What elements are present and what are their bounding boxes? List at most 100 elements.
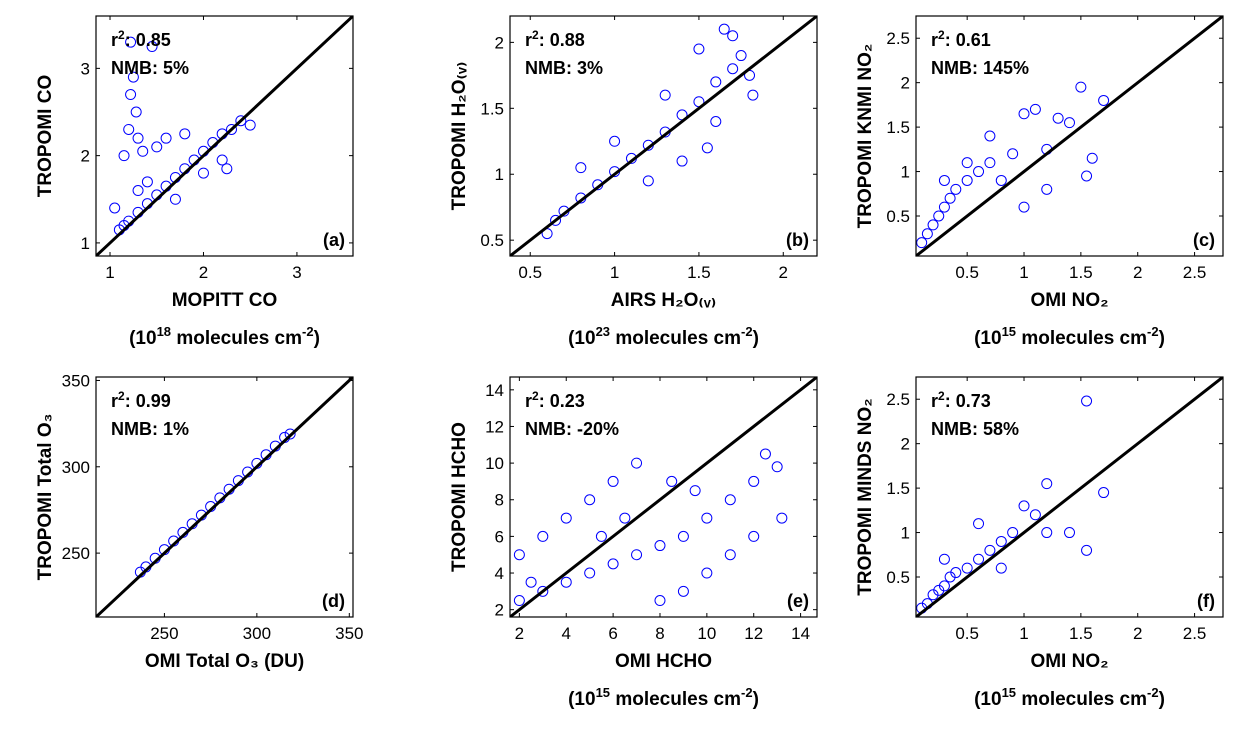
data-point — [235, 115, 247, 127]
x-tick-label: 4 — [562, 624, 571, 643]
data-point — [1086, 152, 1098, 164]
data-point — [995, 535, 1007, 547]
x-tick-label: 8 — [655, 624, 664, 643]
axes-box — [95, 376, 354, 618]
data-point — [771, 461, 783, 473]
y-tick-label: 10 — [485, 454, 504, 473]
x-tick-label: 2 — [1133, 624, 1142, 643]
data-point — [689, 485, 701, 497]
axes-box — [509, 376, 818, 618]
data-point — [1018, 108, 1030, 120]
x-tick-label: 1 — [1019, 263, 1028, 282]
data-point — [1081, 544, 1093, 556]
x-tick-label: 14 — [791, 624, 810, 643]
chart-panel-f: 0.5 1 1.5 2 2.5 0.5 1 1.5 2 2.5 r2: 0.73 NMB: 58% (f… — [855, 376, 1224, 710]
y-tick-label: 1.5 — [886, 118, 910, 137]
scatter-points — [916, 395, 1110, 614]
data-point — [216, 154, 228, 166]
data-point — [179, 128, 191, 140]
data-point — [146, 41, 158, 53]
nmb-annotation: NMB: 1% — [111, 419, 189, 439]
data-point — [961, 562, 973, 574]
y-tick-label: 4 — [495, 564, 504, 583]
data-point — [676, 155, 688, 167]
data-point — [513, 595, 525, 607]
data-point — [916, 237, 928, 249]
data-point — [560, 512, 572, 524]
y-tick-label: 250 — [62, 544, 90, 563]
chart-panel-a: 1 2 3 1 2 3 r2: 0.85 NMB: 5% (a) MOPITT CO (1018 m… — [35, 15, 354, 349]
x-tick-label: 2 — [515, 624, 524, 643]
axes-box — [95, 15, 354, 257]
data-point — [921, 228, 933, 240]
x-tick-label: 2 — [1133, 263, 1142, 282]
data-point — [995, 174, 1007, 186]
data-point — [666, 475, 678, 487]
data-point — [137, 145, 149, 157]
axes-box — [915, 376, 1224, 618]
x-tick-label: 6 — [608, 624, 617, 643]
x-tick-label: 250 — [150, 624, 178, 643]
data-point — [132, 132, 144, 144]
data-point — [575, 162, 587, 174]
y-tick-label: 2 — [495, 33, 504, 52]
y-tick-label: 2 — [495, 601, 504, 620]
x-axis-label: OMI Total O₃ (DU) — [145, 651, 304, 672]
one-to-one-line — [916, 16, 1223, 256]
x-tick-label: 1 — [1019, 624, 1028, 643]
y-tick-label: 0.5 — [886, 568, 910, 587]
x-tick-label: 3 — [292, 263, 301, 282]
y-axis-label: TROPOMI H₂O₍ᵥ₎ — [449, 62, 470, 211]
data-point — [132, 185, 144, 197]
data-point — [938, 201, 950, 213]
one-to-one-line — [510, 377, 817, 617]
nmb-annotation: NMB: 3% — [525, 58, 603, 78]
data-point — [1041, 527, 1053, 539]
data-point — [525, 576, 537, 588]
data-point — [933, 210, 945, 222]
scatter-points — [134, 428, 296, 578]
data-point — [1029, 509, 1041, 521]
chart-panel-c: 0.5 1 1.5 2 2.5 0.5 1 1.5 2 2.5 r2: 0.61 NMB: 145% (… — [855, 15, 1224, 349]
data-point — [221, 163, 233, 175]
x-axis-label: OMI HCHO — [615, 651, 712, 672]
data-point — [701, 512, 713, 524]
y-axis-label: TROPOMI KNMI NO₂ — [855, 44, 876, 229]
data-point — [631, 457, 643, 469]
data-point — [710, 115, 722, 127]
data-point — [938, 580, 950, 592]
nmb-annotation: NMB: 145% — [931, 58, 1029, 78]
y-tick-label: 14 — [485, 381, 504, 400]
y-tick-label: 3 — [81, 59, 90, 78]
data-point — [642, 175, 654, 187]
data-point — [109, 202, 121, 214]
data-point — [1041, 478, 1053, 490]
panel-label: (f) — [1197, 591, 1215, 611]
chart-panel-d: 250 300 350 250 300 350 r2: 0.99 NMB: 1% (d) OMI … — [35, 371, 363, 672]
data-point — [735, 50, 747, 62]
data-point — [1081, 170, 1093, 182]
data-point — [927, 219, 939, 231]
panel-label: (e) — [787, 591, 809, 611]
y-tick-label: 0.5 — [480, 231, 504, 250]
y-axis-label: TROPOMI CO — [35, 75, 56, 197]
x-tick-label: 2.5 — [1183, 624, 1207, 643]
scatter-points — [513, 448, 788, 607]
x-axis-units: (1015 molecules cm-2) — [974, 324, 1165, 349]
data-point — [607, 558, 619, 570]
x-tick-label: 1 — [105, 263, 114, 282]
x-tick-label: 2 — [199, 263, 208, 282]
data-point — [125, 36, 137, 48]
data-point — [1018, 201, 1030, 213]
data-point — [584, 567, 596, 579]
x-tick-label: 0.5 — [955, 263, 979, 282]
data-point — [1081, 395, 1093, 407]
data-point — [513, 549, 525, 561]
panel-label: (c) — [1193, 230, 1215, 250]
data-point — [127, 71, 139, 83]
data-point — [130, 106, 142, 118]
x-axis-units: (1018 molecules cm-2) — [129, 324, 320, 349]
data-point — [197, 167, 209, 179]
data-point — [984, 544, 996, 556]
data-point — [984, 130, 996, 142]
